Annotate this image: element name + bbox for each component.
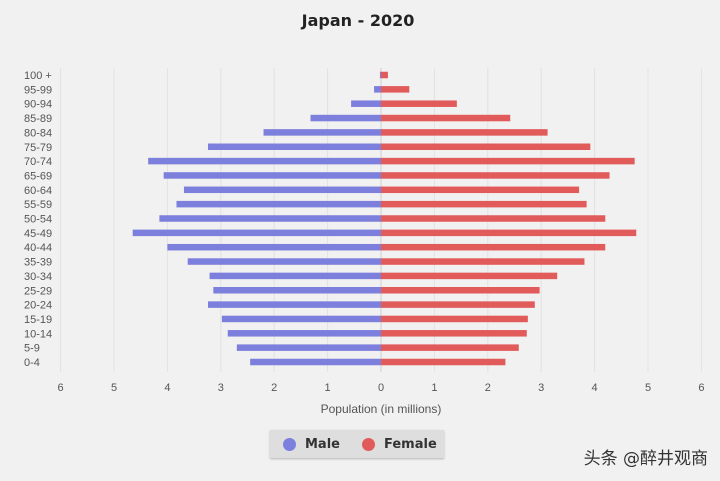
bar-male[interactable]: [176, 200, 381, 208]
bar-female[interactable]: [381, 344, 519, 351]
bar-female[interactable]: [381, 315, 528, 323]
bar-female[interactable]: [381, 186, 580, 194]
y-tick-label: 75-79: [24, 142, 52, 154]
y-tick-label: 25-29: [24, 285, 52, 297]
bar-female[interactable]: [381, 287, 540, 294]
bar-male[interactable]: [310, 114, 381, 122]
chart-title: Japan - 2020: [301, 11, 415, 30]
y-tick-label: 90-94: [24, 99, 52, 111]
y-tick-label: 60-64: [24, 185, 52, 197]
bar-female[interactable]: [381, 258, 585, 265]
x-tick-label: 0: [378, 382, 384, 394]
bar-female[interactable]: [381, 243, 606, 251]
bar-female[interactable]: [381, 200, 587, 208]
bar-male[interactable]: [374, 86, 381, 93]
x-tick-label: 6: [58, 382, 64, 394]
bars: [132, 71, 637, 366]
legend-item-male[interactable]: Male: [283, 430, 340, 458]
bar-female[interactable]: [381, 172, 610, 179]
x-tick-label: 3: [538, 382, 544, 394]
bar-female[interactable]: [381, 129, 548, 136]
female-dot-icon: [362, 437, 375, 451]
y-tick-label: 40-44: [24, 242, 52, 254]
bar-male[interactable]: [159, 215, 381, 222]
x-tick-label: 4: [164, 382, 170, 394]
bar-male[interactable]: [250, 358, 381, 366]
y-tick-label: 100 +: [24, 70, 52, 82]
x-tick-label: 1: [325, 382, 331, 394]
bar-male[interactable]: [183, 186, 381, 194]
y-tick-label: 45-49: [24, 228, 52, 240]
bar-male[interactable]: [207, 301, 381, 308]
legend-item-female[interactable]: Female: [362, 430, 437, 458]
y-tick-label: 10-14: [24, 328, 52, 340]
bar-female[interactable]: [381, 330, 527, 337]
x-tick-label: 3: [218, 382, 224, 394]
y-tick-label: 20-24: [24, 300, 52, 312]
bar-male[interactable]: [263, 129, 381, 136]
bar-female[interactable]: [381, 71, 388, 79]
y-tick-label: 85-89: [24, 113, 52, 125]
bar-female[interactable]: [381, 272, 558, 280]
bar-female[interactable]: [381, 100, 457, 107]
bar-male[interactable]: [163, 172, 381, 179]
legend-label-female: Female: [384, 436, 437, 452]
bar-female[interactable]: [381, 114, 511, 122]
y-tick-label: 95-99: [24, 84, 52, 96]
bar-female[interactable]: [381, 358, 506, 366]
bar-male[interactable]: [209, 272, 381, 280]
y-tick-label: 65-69: [24, 170, 52, 182]
x-tick-label: 5: [645, 382, 651, 394]
bar-female[interactable]: [381, 301, 535, 308]
y-tick-label: 5-9: [24, 343, 40, 355]
bar-female[interactable]: [381, 143, 591, 151]
x-tick-label: 1: [431, 382, 437, 394]
legend-label-male: Male: [305, 436, 340, 452]
legend: Male Female: [270, 430, 444, 458]
x-tick-label: 5: [111, 382, 117, 394]
bar-male[interactable]: [207, 143, 381, 151]
y-tick-label: 50-54: [24, 214, 52, 226]
y-axis-labels: 100 + 95-99 90-94 85-89 80-84 75-79 70-74 65-69…: [24, 70, 52, 369]
x-tick-label: 2: [271, 382, 277, 394]
bar-male[interactable]: [236, 344, 381, 351]
bar-male[interactable]: [379, 71, 381, 79]
x-tick-label: 6: [698, 382, 704, 394]
y-tick-label: 70-74: [24, 156, 52, 168]
bar-male[interactable]: [351, 100, 381, 107]
bar-female[interactable]: [381, 215, 606, 222]
x-tick-label: 4: [592, 382, 598, 394]
bar-male[interactable]: [167, 243, 381, 251]
x-axis-labels: 6 5 4 3 2 1 0 1 2 3 4 5 6: [58, 382, 705, 394]
y-tick-label: 55-59: [24, 199, 52, 211]
x-tick-label: 2: [485, 382, 491, 394]
bar-male[interactable]: [148, 157, 381, 165]
y-tick-label: 15-19: [24, 314, 52, 326]
bar-male[interactable]: [187, 258, 381, 265]
x-axis-title: Population (in millions): [321, 402, 442, 416]
bar-male[interactable]: [213, 287, 381, 294]
watermark: 头条 @醉井观商: [583, 449, 708, 469]
bar-female[interactable]: [381, 86, 410, 93]
bar-male[interactable]: [221, 315, 381, 323]
bar-male[interactable]: [132, 229, 381, 237]
male-dot-icon: [283, 437, 296, 451]
y-tick-label: 80-84: [24, 127, 52, 139]
bar-male[interactable]: [227, 330, 381, 337]
y-tick-label: 30-34: [24, 271, 52, 283]
bar-female[interactable]: [381, 229, 637, 237]
y-tick-label: 35-39: [24, 257, 52, 269]
y-tick-label: 0-4: [24, 357, 40, 369]
bar-female[interactable]: [381, 157, 635, 165]
